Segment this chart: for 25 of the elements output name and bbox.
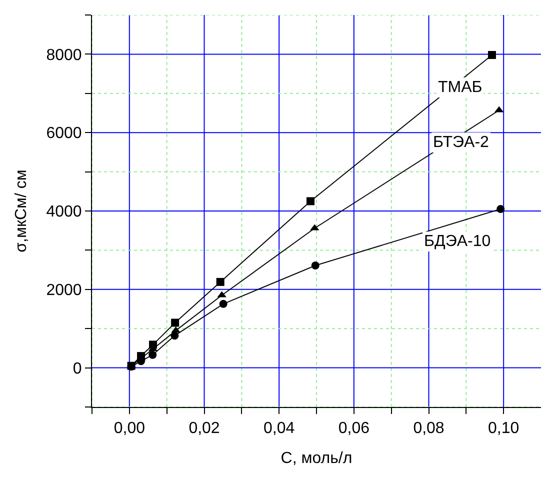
- series-label: БТЭА-2: [433, 134, 490, 151]
- y-tick-label: 0: [72, 360, 82, 378]
- x-tick-label: 0,06: [338, 420, 370, 438]
- x-axis-title: C, моль/л: [280, 450, 352, 467]
- x-tick-label: 0,02: [188, 420, 220, 438]
- y-tick-label: 2000: [46, 282, 82, 299]
- y-axis-title: σ,мкСм/ см: [13, 170, 30, 252]
- y-tick-label: 8000: [46, 46, 82, 64]
- x-tick-label: 0,00: [114, 420, 146, 438]
- point: [170, 332, 179, 340]
- point: [306, 197, 315, 206]
- y-tick-label: 6000: [46, 125, 82, 142]
- y-tick-label: 4000: [46, 204, 82, 221]
- series-label: ТМАБ: [438, 79, 482, 96]
- point: [216, 278, 224, 286]
- point: [171, 318, 180, 327]
- point: [219, 300, 228, 308]
- point: [311, 261, 320, 270]
- series-label: БДЭА-10: [424, 233, 491, 250]
- x-tick-label: 0,10: [488, 420, 520, 438]
- point: [488, 50, 496, 59]
- point: [496, 205, 505, 214]
- point: [148, 350, 157, 359]
- x-tick-label: 0,08: [413, 420, 444, 438]
- x-tick-label: 0,04: [264, 420, 295, 438]
